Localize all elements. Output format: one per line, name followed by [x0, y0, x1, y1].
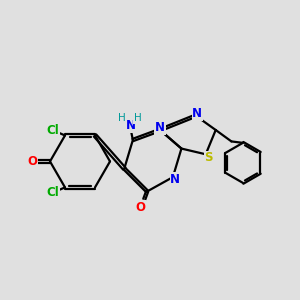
Text: O: O — [136, 201, 146, 214]
Text: H: H — [134, 113, 142, 123]
Text: H: H — [118, 113, 125, 123]
Text: O: O — [27, 155, 37, 168]
Text: S: S — [204, 151, 213, 164]
Text: N: N — [126, 119, 136, 132]
Text: N: N — [192, 107, 202, 120]
Text: Cl: Cl — [46, 186, 59, 199]
Text: N: N — [170, 173, 180, 186]
Text: N: N — [155, 121, 165, 134]
Text: Cl: Cl — [46, 124, 59, 137]
